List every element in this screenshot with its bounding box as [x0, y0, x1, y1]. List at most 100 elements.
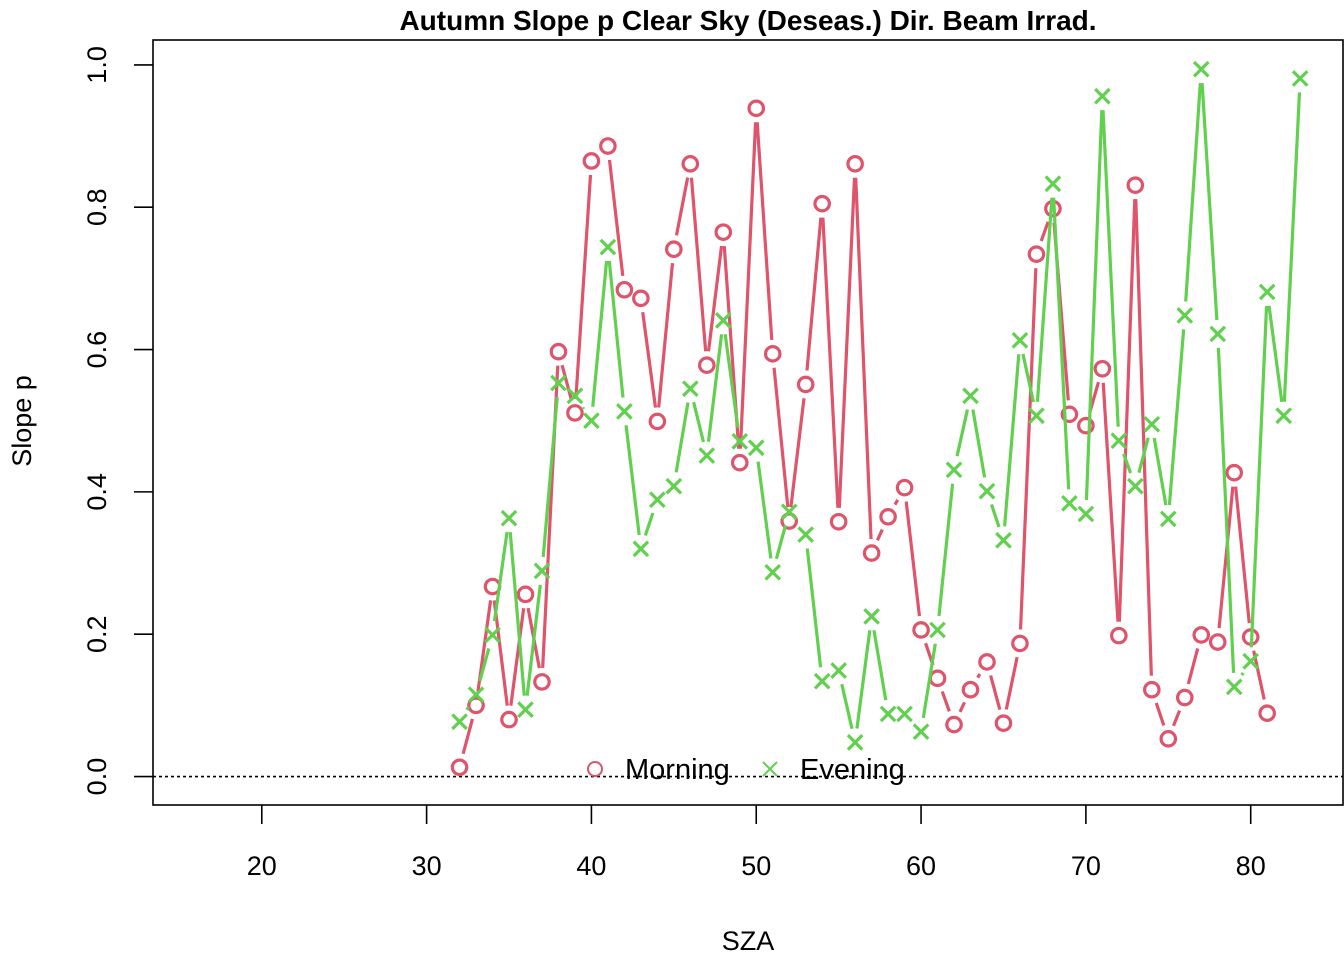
data-point [846, 734, 864, 751]
series-line-segment [854, 177, 873, 540]
data-point [1159, 730, 1178, 748]
legend-item-morning: Morning [587, 754, 730, 786]
data-point [978, 653, 996, 671]
data-point [615, 280, 634, 299]
data-point [467, 686, 485, 704]
data-point [1060, 405, 1079, 424]
data-point [994, 714, 1013, 732]
axes: 20 30 40 50 60 70 80 0.0 0.2 0.4 0.6 0.8 1.0 [82, 39, 1344, 881]
series-line-segment [1052, 197, 1071, 490]
series-line-segment [989, 503, 1001, 528]
series-line-segment [1249, 305, 1269, 648]
plot-area [153, 60, 1343, 778]
data-point [1094, 87, 1111, 105]
data-point [681, 380, 699, 398]
data-point [961, 680, 980, 699]
data-point [467, 696, 485, 715]
plot-frame [152, 39, 1344, 806]
series-line-segment [674, 177, 690, 236]
series-line-segment [738, 122, 758, 449]
series-line-segment [1101, 110, 1120, 427]
series-line-segment [904, 501, 922, 617]
series-line-segment [1186, 648, 1200, 685]
series-line-segment [756, 461, 773, 559]
series-line-segment [643, 512, 655, 537]
data-point [632, 540, 650, 558]
data-point [517, 701, 534, 718]
series-line-segment [706, 334, 724, 442]
y-tick-label: 0.8 [82, 188, 112, 226]
series-line-segment [1240, 672, 1245, 676]
data-point [533, 673, 551, 691]
data-point [1077, 416, 1095, 435]
x-tick-label: 70 [1071, 851, 1101, 881]
series-line-segment [1004, 656, 1019, 710]
series-line-segment [840, 683, 854, 730]
data-point [912, 621, 930, 639]
data-point [1077, 505, 1095, 523]
series-line-segment [1021, 353, 1036, 403]
y-tick-label: 0.0 [82, 758, 112, 796]
data-point [796, 375, 815, 394]
legend-label: Morning [625, 754, 730, 786]
data-point [863, 608, 880, 625]
series-line-segment [706, 245, 724, 352]
data-point [1044, 175, 1062, 193]
data-point [583, 412, 600, 430]
data-point [928, 669, 947, 688]
data-point [978, 482, 996, 500]
x-tick-label: 20 [247, 851, 277, 881]
data-point [550, 374, 567, 392]
data-point [879, 507, 897, 526]
data-point [1192, 60, 1210, 78]
series-line-segment [1217, 486, 1235, 629]
x-tick-label: 40 [576, 851, 606, 881]
data-point [599, 238, 617, 256]
data-point [730, 453, 749, 472]
series-line-segment [574, 174, 593, 400]
data-point [1028, 407, 1045, 425]
series-line-segment [723, 334, 740, 428]
data-point [1209, 325, 1227, 343]
data-point [681, 155, 700, 173]
data-point [1110, 432, 1128, 449]
data-point [549, 342, 568, 361]
series-line-segment [581, 406, 586, 410]
series-line-segment [689, 177, 708, 352]
series-line-segment [1035, 197, 1054, 402]
series-line-segment [1216, 347, 1236, 673]
series-line-segment [1167, 329, 1186, 506]
series-line-segment [508, 532, 526, 696]
series-line-segment [509, 608, 526, 706]
series-line-segment [940, 690, 951, 712]
data-point [648, 412, 667, 431]
series-line-segment [1200, 83, 1219, 321]
data-point [879, 705, 897, 723]
series-line-segment [1122, 453, 1133, 474]
data-point [731, 433, 749, 450]
data-point [484, 626, 501, 644]
data-point [516, 585, 535, 604]
series-line-segment [837, 177, 857, 508]
chart-title: Autumn Slope p Clear Sky (Deseas.) Dir. … [399, 5, 1096, 36]
series-line-segment [641, 311, 658, 408]
data-point [1011, 634, 1029, 653]
series-line-segment [789, 398, 806, 508]
x-tick-label: 50 [741, 851, 771, 881]
series-line-segment [805, 548, 823, 668]
series-line-segment [1018, 268, 1038, 630]
data-point [1110, 626, 1128, 645]
data-point [632, 289, 650, 308]
data-point [764, 563, 782, 581]
data-point [582, 152, 601, 170]
data-point [697, 356, 716, 375]
series-line-segment [755, 122, 774, 340]
data-point [1176, 307, 1194, 324]
data-point [714, 223, 733, 241]
data-point [862, 544, 881, 562]
x-tick-label: 30 [412, 851, 442, 881]
data-point [1027, 245, 1046, 263]
series-line-segment [971, 409, 987, 478]
data-point [912, 723, 930, 741]
